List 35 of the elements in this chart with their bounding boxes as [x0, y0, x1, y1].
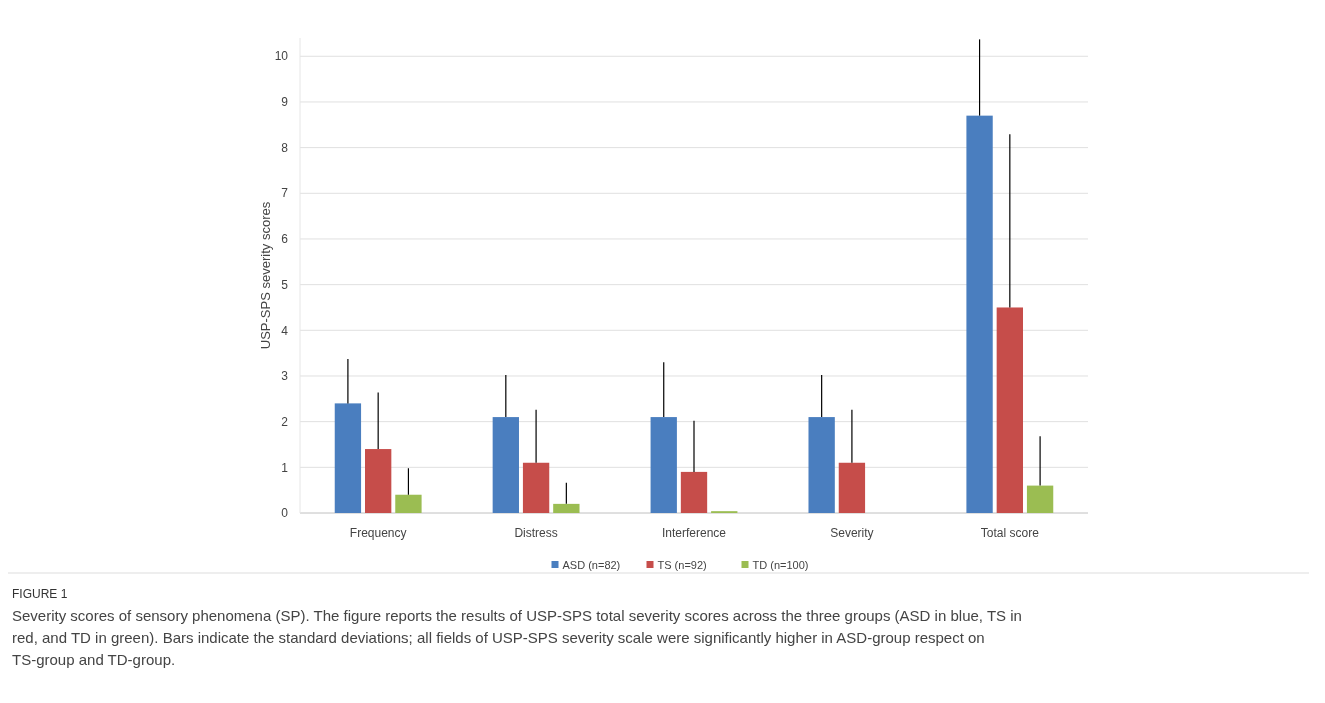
x-tick-label: Interference — [661, 526, 727, 540]
y-tick-label: 0 — [281, 506, 289, 521]
x-tick-label: Frequency — [349, 526, 407, 540]
bar — [680, 471, 708, 513]
x-tick-label: Distress — [514, 526, 558, 540]
y-tick-label: 8 — [281, 140, 289, 155]
caption: FIGURE 1 — [12, 587, 68, 601]
y-tick-label: 5 — [281, 277, 289, 292]
y-axis-title: USP-SPS severity scores — [258, 201, 273, 350]
legend-label: TD (n=100) — [752, 558, 809, 571]
bar — [966, 115, 993, 513]
y-tick-label: 6 — [281, 232, 289, 247]
y-tick-label: 10 — [274, 49, 289, 64]
bar — [650, 417, 677, 513]
bar — [522, 462, 550, 513]
bar — [553, 503, 580, 513]
bar — [996, 307, 1023, 513]
text: Severity scores of sensory phenomena (SP). The figure reports the results of USP-SPS total severity scores across the three groups (ASD in blue, TS in red, and TD in green). Bars indicate the standard deviations; all fields of USP-SPS severity scale were significantly higher in ASD-group respect on TS-group and TD-group. — [12, 607, 1022, 668]
y-tick-label: 2 — [281, 414, 289, 429]
bar — [1026, 485, 1054, 513]
x-tick-label: Total score — [980, 526, 1040, 540]
bar — [365, 449, 392, 513]
bar — [334, 403, 362, 513]
bar — [808, 417, 835, 513]
legend-label: TS (n=92) — [657, 558, 707, 571]
legend-label: ASD (n=82) — [562, 558, 621, 571]
y-tick-label: 4 — [281, 323, 289, 338]
x-tick-label: Severity — [830, 526, 874, 540]
y-tick-label: 1 — [281, 460, 289, 475]
bar — [492, 417, 519, 513]
bar — [395, 494, 422, 513]
bar — [838, 462, 866, 513]
y-tick-label: 9 — [281, 95, 289, 110]
y-tick-label: 7 — [281, 186, 289, 201]
y-tick-label: 3 — [281, 369, 289, 384]
